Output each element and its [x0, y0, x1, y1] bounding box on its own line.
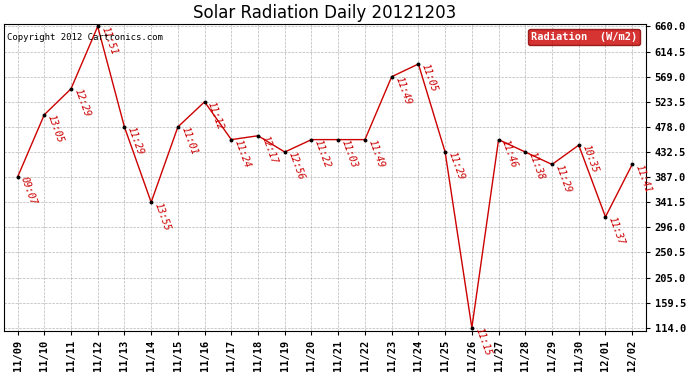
Point [279, 149, 290, 155]
Text: 11:51: 11:51 [99, 25, 119, 56]
Text: 11:29: 11:29 [126, 126, 146, 156]
Text: 11:49: 11:49 [393, 75, 413, 106]
Text: 12:56: 12:56 [286, 151, 306, 182]
Text: 11:46: 11:46 [500, 138, 520, 169]
Point [226, 136, 237, 142]
Text: 11:37: 11:37 [607, 216, 627, 246]
Point [600, 214, 611, 220]
Text: 11:01: 11:01 [179, 126, 199, 156]
Text: 11:41: 11:41 [633, 163, 653, 194]
Text: 11:22: 11:22 [313, 138, 333, 169]
Text: 10:35: 10:35 [580, 144, 600, 175]
Point [440, 149, 451, 155]
Text: 12:29: 12:29 [72, 87, 92, 118]
Point [146, 199, 157, 205]
Text: 11:49: 11:49 [366, 138, 386, 169]
Legend: Radiation  (W/m2): Radiation (W/m2) [528, 29, 640, 45]
Text: 13:05: 13:05 [46, 113, 65, 144]
Point [466, 325, 477, 331]
Text: 11:05: 11:05 [420, 63, 440, 94]
Text: 12:17: 12:17 [259, 134, 279, 165]
Point [573, 142, 584, 148]
Point [333, 136, 344, 142]
Text: 11:15: 11:15 [473, 326, 493, 357]
Text: Copyright 2012 Cartronics.com: Copyright 2012 Cartronics.com [8, 33, 164, 42]
Text: 11:03: 11:03 [339, 138, 359, 169]
Point [493, 136, 504, 142]
Point [92, 24, 104, 30]
Point [546, 162, 558, 168]
Point [413, 61, 424, 67]
Point [253, 133, 264, 139]
Point [172, 124, 184, 130]
Point [66, 86, 77, 92]
Text: 13:55: 13:55 [152, 201, 172, 232]
Point [306, 136, 317, 142]
Point [12, 174, 23, 180]
Text: 11:29: 11:29 [553, 163, 573, 194]
Point [119, 124, 130, 130]
Point [520, 149, 531, 155]
Point [199, 99, 210, 105]
Title: Solar Radiation Daily 20121203: Solar Radiation Daily 20121203 [193, 4, 457, 22]
Text: 11:38: 11:38 [526, 151, 546, 182]
Text: 09:07: 09:07 [19, 176, 39, 207]
Point [386, 74, 397, 80]
Text: 11:12: 11:12 [206, 100, 226, 132]
Text: 11:24: 11:24 [233, 138, 252, 169]
Text: 11:29: 11:29 [446, 151, 466, 182]
Point [627, 162, 638, 168]
Point [359, 136, 371, 142]
Point [39, 112, 50, 118]
